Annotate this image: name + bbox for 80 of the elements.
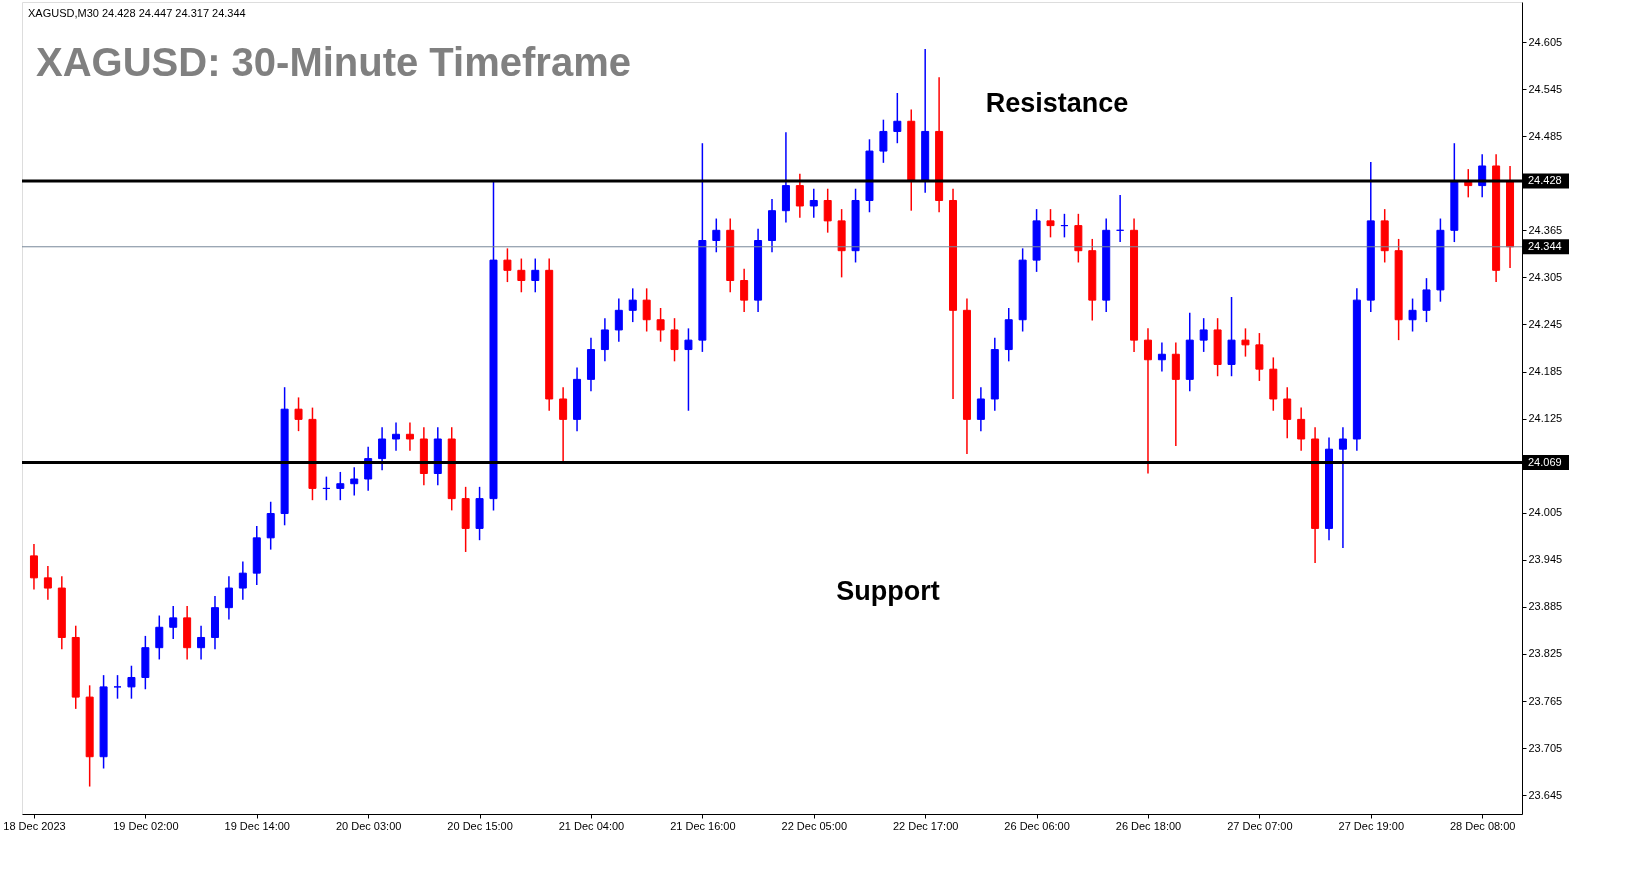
y-tick-label: 24.125 bbox=[1528, 412, 1563, 425]
candlestick bbox=[238, 560, 247, 601]
candlestick bbox=[43, 565, 52, 601]
candlestick bbox=[614, 297, 623, 343]
candlestick bbox=[224, 575, 233, 621]
candlestick bbox=[1241, 327, 1250, 358]
x-tick-label: 22 Dec 05:00 bbox=[781, 819, 847, 832]
annotation: Support bbox=[836, 576, 940, 606]
x-tick-label: 26 Dec 06:00 bbox=[1004, 819, 1070, 832]
candlestick bbox=[336, 471, 345, 501]
candlestick bbox=[350, 466, 359, 497]
candlestick bbox=[976, 386, 985, 432]
x-tick-label: 18 Dec 2023 bbox=[3, 819, 66, 832]
x-tick-label: 26 Dec 18:00 bbox=[1115, 819, 1182, 832]
candlestick bbox=[1338, 426, 1347, 549]
candlestick bbox=[600, 317, 609, 363]
candlestick bbox=[517, 257, 526, 294]
candlestick bbox=[684, 327, 693, 412]
candlestick bbox=[294, 396, 303, 432]
candlestick bbox=[1283, 386, 1292, 439]
candlestick bbox=[405, 421, 414, 452]
x-tick-label: 27 Dec 19:00 bbox=[1338, 819, 1404, 832]
x-tick-label: 19 Dec 02:00 bbox=[113, 819, 179, 832]
y-tick-label: 24.305 bbox=[1528, 270, 1563, 283]
candlestick bbox=[1143, 327, 1152, 475]
candlestick bbox=[503, 247, 512, 283]
text: XAGUSD: 30-Minute Timeframe bbox=[36, 40, 631, 84]
candlestick bbox=[392, 421, 401, 452]
y-tick-label: 23.825 bbox=[1528, 647, 1563, 660]
candlestick bbox=[155, 614, 164, 661]
candlestick bbox=[378, 426, 387, 472]
candlestick bbox=[29, 543, 38, 591]
x-tick-label: 21 Dec 04:00 bbox=[558, 819, 625, 832]
y-tick-label: 24.485 bbox=[1528, 129, 1563, 142]
candlestick bbox=[1157, 341, 1166, 373]
candlestick bbox=[893, 92, 902, 144]
candlestick bbox=[879, 118, 888, 164]
candlestick bbox=[1297, 406, 1306, 452]
x-tick-label: 20 Dec 15:00 bbox=[447, 819, 513, 832]
candlestick bbox=[169, 605, 178, 640]
y-tick-label: 24.245 bbox=[1528, 317, 1563, 330]
candlestick bbox=[1046, 208, 1055, 239]
candlestick bbox=[642, 287, 651, 333]
candlestick bbox=[656, 307, 665, 343]
candlestick bbox=[113, 674, 122, 700]
candlestick bbox=[795, 173, 804, 219]
y-tick-label: 24.185 bbox=[1528, 365, 1563, 378]
candlestick bbox=[809, 187, 818, 219]
candlestick bbox=[197, 624, 206, 661]
x-tick-label: 22 Dec 17:00 bbox=[892, 819, 959, 832]
candlestick bbox=[531, 257, 540, 294]
y-tick-label: 23.645 bbox=[1528, 788, 1563, 801]
candlestick bbox=[712, 217, 721, 254]
candlestick bbox=[823, 187, 832, 234]
candlestick bbox=[127, 664, 136, 700]
y-tick-label: 24.605 bbox=[1528, 35, 1563, 48]
candlestick bbox=[740, 267, 749, 313]
y-tick-label: 24.545 bbox=[1528, 82, 1563, 95]
candlestick bbox=[559, 386, 568, 464]
annotation: Resistance bbox=[985, 88, 1129, 118]
x-tick-label: 27 Dec 07:00 bbox=[1227, 819, 1293, 832]
candlestick bbox=[1422, 277, 1431, 323]
x-tick-label: 28 Dec 08:00 bbox=[1449, 819, 1516, 832]
y-tick-label: 23.705 bbox=[1528, 741, 1563, 754]
x-tick-label: 19 Dec 14:00 bbox=[224, 819, 290, 832]
y-tick-label: 23.885 bbox=[1528, 600, 1563, 613]
y-tick-label: 24.005 bbox=[1528, 506, 1563, 519]
annotation: XAGUSD,M30 24.428 24.447 24.317 24.344 bbox=[28, 7, 246, 19]
ref-line-label: 24.069 bbox=[1528, 455, 1562, 468]
x-tick-label: 20 Dec 03:00 bbox=[335, 819, 402, 832]
candlestick bbox=[670, 317, 679, 363]
candlestick bbox=[1408, 297, 1417, 333]
y-tick-label: 24.365 bbox=[1528, 223, 1563, 236]
x-tick-label: 21 Dec 16:00 bbox=[670, 819, 736, 832]
y-tick-label: 23.765 bbox=[1528, 694, 1563, 707]
ref-line-label: 24.428 bbox=[1528, 173, 1562, 186]
ref-line-label: 24.344 bbox=[1528, 239, 1562, 252]
y-tick-label: 23.945 bbox=[1528, 553, 1563, 566]
candlestick bbox=[628, 287, 637, 323]
candlestick bbox=[1199, 317, 1208, 353]
